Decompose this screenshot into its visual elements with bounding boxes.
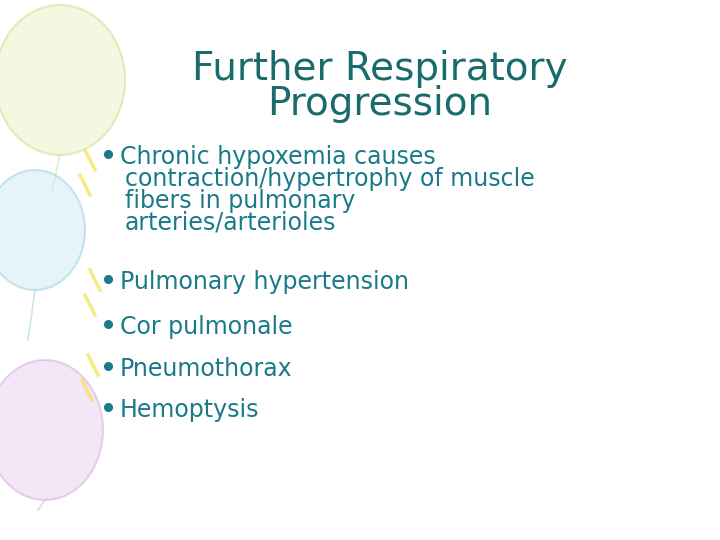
Text: Pneumothorax: Pneumothorax xyxy=(120,357,292,381)
Text: Hemoptysis: Hemoptysis xyxy=(120,398,259,422)
Text: Further Respiratory: Further Respiratory xyxy=(192,50,568,88)
Text: Chronic hypoxemia causes: Chronic hypoxemia causes xyxy=(120,145,436,169)
Text: Cor pulmonale: Cor pulmonale xyxy=(120,315,292,339)
Ellipse shape xyxy=(0,5,125,155)
Text: Pulmonary hypertension: Pulmonary hypertension xyxy=(120,270,409,294)
Text: arteries/arterioles: arteries/arterioles xyxy=(125,211,336,235)
Ellipse shape xyxy=(0,170,85,290)
Text: contraction/hypertrophy of muscle: contraction/hypertrophy of muscle xyxy=(125,167,535,191)
Ellipse shape xyxy=(0,360,103,500)
Text: Progression: Progression xyxy=(268,85,492,123)
Text: fibers in pulmonary: fibers in pulmonary xyxy=(125,189,356,213)
